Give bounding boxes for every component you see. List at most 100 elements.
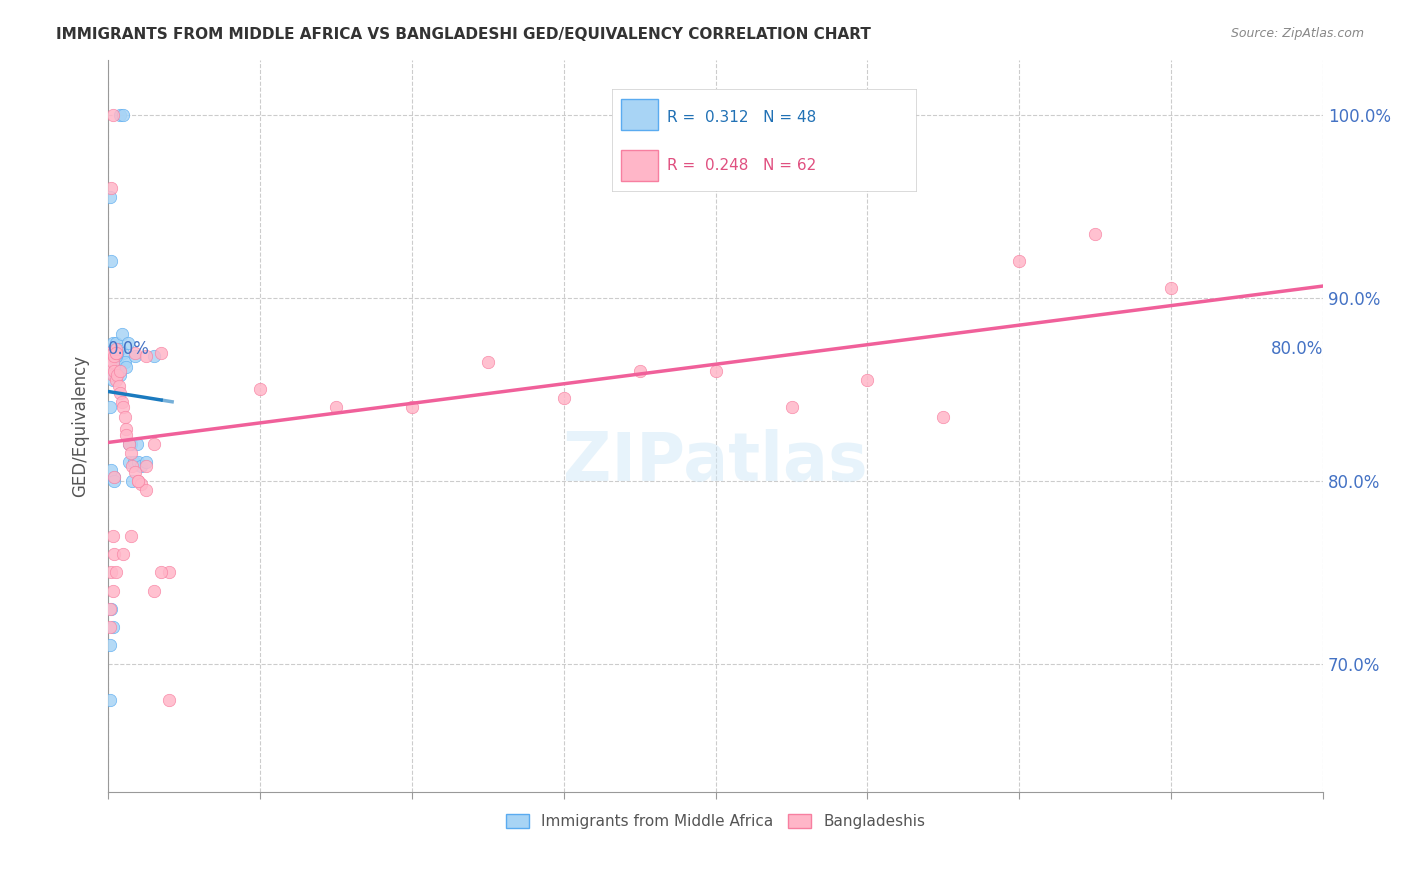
- Immigrants from Middle Africa: [101, 620, 124, 634]
- Text: Source: ZipAtlas.com: Source: ZipAtlas.com: [1230, 27, 1364, 40]
- Text: IMMIGRANTS FROM MIDDLE AFRICA VS BANGLADESHI GED/EQUIVALENCY CORRELATION CHART: IMMIGRANTS FROM MIDDLE AFRICA VS BANGLAD…: [56, 27, 872, 42]
- Immigrants from Middle Africa: [100, 463, 122, 477]
- Immigrants from Middle Africa: [103, 368, 125, 382]
- Immigrants from Middle Africa: [122, 455, 145, 469]
- Bangladeshis: [98, 345, 121, 359]
- Immigrants from Middle Africa: [105, 345, 128, 359]
- Bangladeshis: [103, 349, 125, 363]
- Immigrants from Middle Africa: [107, 360, 129, 375]
- Text: 80.0%: 80.0%: [1271, 340, 1323, 358]
- Y-axis label: GED/Equivalency: GED/Equivalency: [72, 355, 89, 497]
- Bangladeshis: [98, 620, 121, 634]
- Immigrants from Middle Africa: [127, 455, 149, 469]
- Immigrants from Middle Africa: [105, 345, 128, 359]
- Bangladeshis: [856, 373, 879, 387]
- Bangladeshis: [104, 345, 127, 359]
- Bangladeshis: [101, 354, 124, 368]
- Bangladeshis: [108, 364, 131, 378]
- Bangladeshis: [135, 458, 157, 473]
- Immigrants from Middle Africa: [112, 107, 135, 121]
- Bangladeshis: [553, 392, 575, 406]
- Bangladeshis: [780, 401, 803, 415]
- Immigrants from Middle Africa: [118, 437, 141, 451]
- Immigrants from Middle Africa: [108, 368, 131, 382]
- Bangladeshis: [150, 345, 173, 359]
- Bangladeshis: [107, 378, 129, 392]
- Bangladeshis: [704, 364, 727, 378]
- Bangladeshis: [103, 547, 125, 561]
- Bangladeshis: [101, 528, 124, 542]
- Bangladeshis: [103, 470, 125, 484]
- Immigrants from Middle Africa: [103, 474, 125, 488]
- Bangladeshis: [249, 382, 271, 396]
- Immigrants from Middle Africa: [100, 602, 122, 616]
- Immigrants from Middle Africa: [115, 360, 138, 375]
- Bangladeshis: [115, 428, 138, 442]
- Bangladeshis: [477, 354, 499, 368]
- Immigrants from Middle Africa: [108, 342, 131, 356]
- Immigrants from Middle Africa: [112, 345, 135, 359]
- Bangladeshis: [100, 349, 122, 363]
- Immigrants from Middle Africa: [105, 354, 128, 368]
- Immigrants from Middle Africa: [117, 336, 139, 351]
- Bangladeshis: [104, 566, 127, 580]
- Bangladeshis: [628, 364, 651, 378]
- Text: ZIPatlas: ZIPatlas: [564, 429, 868, 495]
- Bangladeshis: [100, 566, 122, 580]
- Bangladeshis: [103, 364, 125, 378]
- Immigrants from Middle Africa: [104, 345, 127, 359]
- Bangladeshis: [101, 107, 124, 121]
- Immigrants from Middle Africa: [101, 345, 124, 359]
- Immigrants from Middle Africa: [104, 349, 127, 363]
- Immigrants from Middle Africa: [98, 345, 121, 359]
- Immigrants from Middle Africa: [98, 401, 121, 415]
- Bangladeshis: [100, 180, 122, 194]
- Bangladeshis: [157, 693, 180, 707]
- Bangladeshis: [142, 437, 165, 451]
- Bangladeshis: [1160, 281, 1182, 295]
- Bangladeshis: [142, 583, 165, 598]
- Legend: Immigrants from Middle Africa, Bangladeshis: Immigrants from Middle Africa, Banglades…: [499, 808, 932, 836]
- Bangladeshis: [100, 360, 122, 375]
- Immigrants from Middle Africa: [121, 474, 143, 488]
- Immigrants from Middle Africa: [100, 364, 122, 378]
- Bangladeshis: [1084, 227, 1107, 241]
- Bangladeshis: [401, 401, 423, 415]
- Bangladeshis: [98, 602, 121, 616]
- Immigrants from Middle Africa: [114, 354, 136, 368]
- Immigrants from Middle Africa: [103, 349, 125, 363]
- Bangladeshis: [135, 349, 157, 363]
- Immigrants from Middle Africa: [101, 360, 124, 375]
- Bangladeshis: [112, 547, 135, 561]
- Immigrants from Middle Africa: [120, 437, 142, 451]
- Immigrants from Middle Africa: [98, 190, 121, 204]
- Immigrants from Middle Africa: [104, 359, 127, 373]
- Immigrants from Middle Africa: [111, 327, 134, 342]
- Bangladeshis: [121, 458, 143, 473]
- Bangladeshis: [104, 342, 127, 356]
- Bangladeshis: [118, 437, 141, 451]
- Text: 0.0%: 0.0%: [108, 340, 150, 358]
- Immigrants from Middle Africa: [135, 455, 157, 469]
- Bangladeshis: [101, 583, 124, 598]
- Bangladeshis: [120, 446, 142, 460]
- Bangladeshis: [108, 385, 131, 400]
- Bangladeshis: [111, 395, 134, 409]
- Immigrants from Middle Africa: [131, 458, 153, 473]
- Bangladeshis: [131, 477, 153, 491]
- Immigrants from Middle Africa: [101, 336, 124, 351]
- Immigrants from Middle Africa: [124, 349, 146, 363]
- Bangladeshis: [105, 368, 128, 382]
- Bangladeshis: [157, 566, 180, 580]
- Immigrants from Middle Africa: [125, 437, 148, 451]
- Bangladeshis: [932, 409, 955, 424]
- Bangladeshis: [135, 483, 157, 497]
- Bangladeshis: [127, 474, 149, 488]
- Immigrants from Middle Africa: [100, 354, 122, 368]
- Bangladeshis: [124, 465, 146, 479]
- Immigrants from Middle Africa: [103, 342, 125, 356]
- Immigrants from Middle Africa: [101, 373, 124, 387]
- Bangladeshis: [120, 528, 142, 542]
- Bangladeshis: [112, 401, 135, 415]
- Bangladeshis: [124, 345, 146, 359]
